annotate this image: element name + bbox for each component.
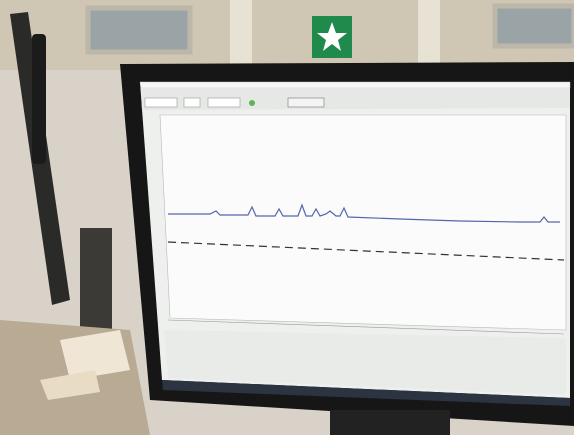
- door-handle: [32, 34, 46, 164]
- menu-bar: [140, 82, 570, 88]
- status-led: [249, 100, 255, 106]
- button[interactable]: [288, 98, 324, 107]
- toolbar: [141, 88, 570, 110]
- plot-area: [160, 115, 566, 330]
- wood-post: [418, 0, 440, 70]
- window-left: [88, 8, 190, 52]
- wood-post: [230, 0, 252, 70]
- board: [80, 228, 112, 338]
- input: [208, 98, 240, 107]
- window-right: [495, 6, 574, 46]
- input: [184, 98, 200, 107]
- monitor-stand: [330, 410, 450, 435]
- dropdown: [145, 98, 177, 107]
